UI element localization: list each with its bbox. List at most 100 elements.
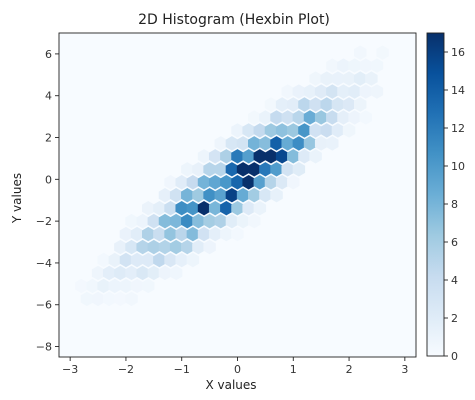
hexbin-cell: [298, 123, 311, 138]
hexbin-cell: [192, 162, 205, 177]
hexbin-cell: [214, 162, 227, 177]
hexbin-cell: [164, 200, 177, 216]
hexbin-cell: [331, 97, 345, 112]
hexbin-cell: [348, 84, 361, 99]
x-axis-ticks: −3 −2 −1 0 1 2 3: [62, 357, 408, 376]
hexbin-cell: [225, 136, 239, 151]
hexbin-cell: [142, 200, 155, 216]
x-tick-label: −3: [62, 363, 78, 376]
hexbin-cell: [326, 136, 339, 151]
hexbin-cell: [264, 175, 278, 190]
hexbin-cell: [331, 123, 345, 138]
hexbin-cell: [292, 162, 306, 177]
hexbin-cell: [281, 162, 294, 177]
hexbin-cell: [275, 149, 289, 164]
hexbin-cell: [253, 175, 267, 190]
hexbin-cell: [353, 45, 367, 60]
hexbin-cell: [86, 278, 99, 294]
hexbin-cell: [197, 226, 211, 242]
hexbin-cell: [292, 136, 306, 151]
hexbin-cell: [220, 175, 233, 190]
hexbin-cell: [114, 291, 127, 307]
hexbin-cell: [158, 188, 172, 203]
hexbin-cell: [203, 188, 216, 203]
hexbin-cell: [270, 110, 283, 125]
hexbin-cell: [186, 175, 200, 190]
hexbin-cell: [231, 200, 244, 216]
hexbin-cell: [309, 123, 322, 138]
colorbar-tick-label: 6: [451, 236, 458, 249]
hexbin-cell: [275, 123, 289, 138]
hexbin-cell: [125, 291, 138, 307]
hexbin-cell: [242, 149, 255, 164]
colorbar-tick-label: 2: [451, 312, 458, 325]
y-tick-label: 0: [45, 173, 52, 186]
hexbin-cell: [214, 188, 227, 203]
hexbin-cell: [298, 149, 311, 164]
hexbin-cell: [242, 175, 255, 190]
hexbin-cell: [214, 213, 227, 229]
y-tick-label: 4: [45, 90, 52, 103]
hexbin-cell: [203, 213, 216, 229]
hexbin-cell: [147, 265, 161, 281]
hexbin-cell: [130, 252, 144, 268]
hexbin-cell: [359, 110, 373, 125]
hexbin-cell: [192, 239, 205, 255]
hexbin-cell: [197, 200, 211, 216]
hexbin-cell: [337, 58, 350, 73]
hexbin-cell: [164, 226, 177, 242]
hexbin-cell: [175, 252, 188, 268]
hexbin-cell: [320, 71, 333, 86]
hexbin-cell: [253, 200, 267, 216]
hexbin-cell: [136, 213, 149, 229]
hexbin-cell: [192, 188, 205, 203]
hexbin-cell: [309, 149, 322, 164]
hexbin-cell: [331, 71, 345, 86]
hexbin-cell: [119, 278, 133, 294]
hexbin-cell: [303, 84, 317, 99]
x-tick-label: 0: [234, 363, 241, 376]
hexbin-cell: [342, 71, 356, 86]
hexbin-cell: [175, 175, 188, 190]
y-tick-label: 6: [45, 48, 52, 61]
hexbin-cell: [169, 265, 183, 281]
hexbin-cell: [292, 110, 306, 125]
colorbar-tick-label: 16: [451, 46, 465, 59]
hexbin-cell: [242, 200, 255, 216]
hexbin-cell: [236, 213, 250, 229]
hexbin-cell: [231, 123, 244, 138]
hexbin-cell: [314, 84, 328, 99]
hexbin-cell: [287, 97, 300, 112]
hexbin-cell: [91, 291, 105, 307]
hexbin-cell: [248, 110, 261, 125]
hexbin-cell: [253, 123, 267, 138]
x-tick-label: 2: [346, 363, 353, 376]
colorbar-tick-label: 10: [451, 160, 465, 173]
hexbin-cell: [225, 188, 239, 203]
hexbin-cell: [337, 84, 350, 99]
hexbin-cell: [136, 239, 149, 255]
hexbin-cell: [309, 97, 322, 112]
hexbin-cell: [359, 58, 373, 73]
colorbar-tick-label: 8: [451, 198, 458, 211]
hexbin-cell: [130, 226, 144, 242]
hexbin-cell: [181, 162, 194, 177]
hexbin-cell: [102, 265, 116, 281]
hexbin-cell: [169, 213, 183, 229]
hexbin-cell: [91, 265, 105, 281]
hexbin-cell: [208, 175, 222, 190]
colorbar: [426, 32, 445, 357]
hexbin-cell: [236, 188, 250, 203]
chart-title: 2D Histogram (Hexbin Plot): [138, 12, 330, 28]
hexbin-cell: [281, 136, 294, 151]
hexbin-cell: [169, 188, 183, 203]
hexbin-cell: [259, 110, 272, 125]
colorbar-gradient: [426, 32, 445, 357]
hexbin-cell: [248, 136, 261, 151]
hexbin-cell: [130, 278, 144, 294]
y-tick-label: −8: [36, 341, 52, 354]
colorbar-ticks: 0 2 4 6 8 10 12 14 16: [444, 46, 465, 363]
colorbar-tick-label: 14: [451, 84, 465, 97]
hexbin-cell: [225, 162, 239, 177]
